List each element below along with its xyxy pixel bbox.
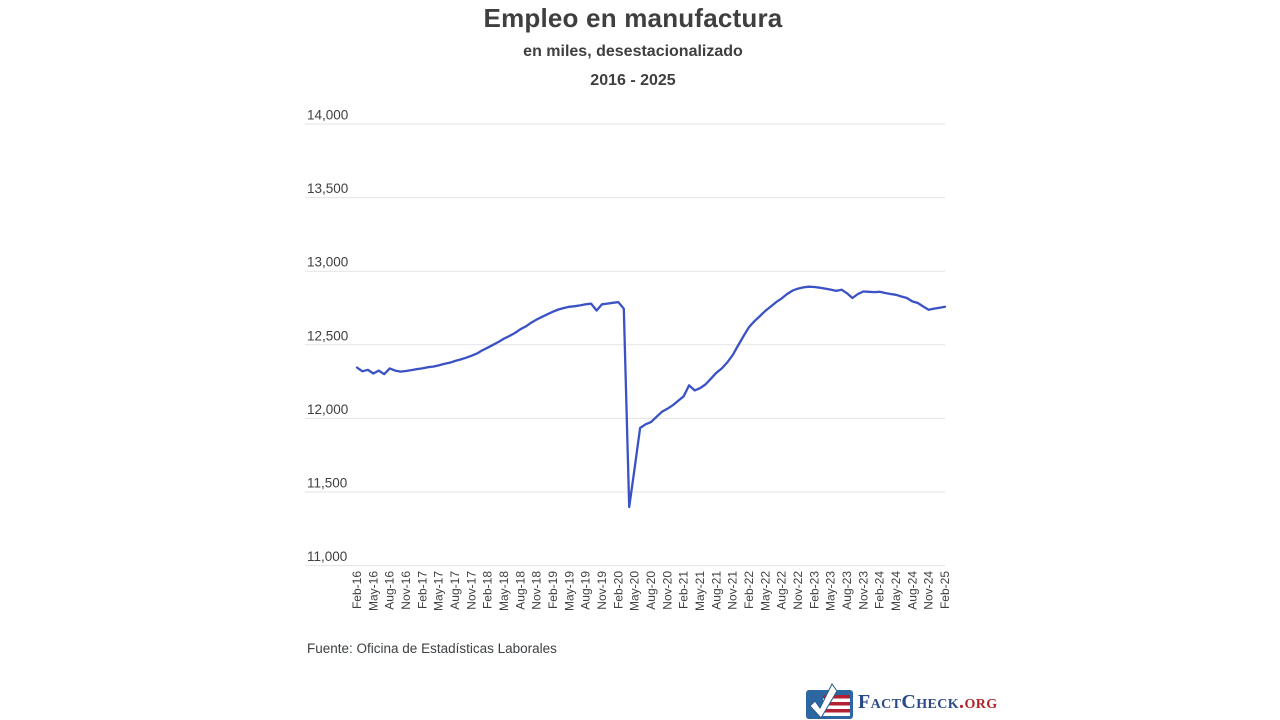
chart-subtitle: en miles, desestacionalizado [523,43,743,60]
y-axis-tick-label: 13,500 [307,181,348,196]
x-axis-tick-label: May-20 [628,571,642,611]
x-axis-tick-label: Aug-21 [709,571,723,610]
y-axis-tick-label: 11,500 [307,476,347,491]
x-axis-tick-label: Aug-16 [383,571,397,610]
logo-wordmark: FactCheck.org [858,692,998,712]
x-axis-tick-label: Feb-23 [807,571,821,609]
x-axis-tick-label: Aug-23 [840,571,854,610]
x-axis-tick-label: Aug-17 [448,571,462,610]
factcheck-logo: FactCheck.org [806,683,998,720]
x-axis-tick-label: Aug-22 [775,571,789,610]
x-axis-tick-label: May-24 [889,571,903,611]
x-axis-tick-label: Feb-19 [546,571,560,609]
x-axis-tick-label: Feb-20 [611,571,625,609]
chart-period: 2016 - 2025 [590,72,676,89]
y-axis-tick-label: 13,000 [307,255,348,270]
logo-brand: FactCheck [858,690,960,713]
x-axis-tick-label: Nov-18 [530,571,544,610]
x-axis-tick-label: May-19 [562,571,576,611]
x-axis-tick-label: Nov-21 [726,571,740,610]
x-axis-tick-label: Nov-19 [595,571,609,610]
check-flag-icon [806,683,853,719]
x-axis-tick-label: Aug-20 [644,571,658,610]
x-axis-tick-label: Nov-17 [464,571,478,610]
x-axis-tick-label: Feb-18 [481,571,495,609]
x-axis-tick-label: Aug-19 [579,571,593,610]
source-note: Fuente: Oficina de Estadísticas Laborale… [307,641,557,656]
y-axis-tick-label: 12,000 [307,402,348,417]
x-axis-tick-label: May-21 [693,571,707,611]
logo-tld: .org [959,690,998,713]
page-title: Empleo en manufactura [483,3,783,33]
chart-header: Empleo en manufactura en miles, desestac… [0,0,1266,90]
x-axis-tick-label: Nov-23 [856,571,870,610]
x-axis-tick-label: Feb-22 [742,571,756,609]
x-axis-tick-label: Nov-24 [922,571,936,610]
y-axis-tick-label: 12,500 [307,328,348,343]
x-axis-tick-label: Nov-16 [399,571,413,610]
x-axis-tick-label: May-23 [824,571,838,611]
employment-line-series [355,285,947,509]
x-axis-tick-label: Feb-16 [350,571,364,609]
x-axis-tick-label: Feb-25 [938,571,952,609]
y-axis-tick-label: 14,000 [307,108,348,123]
x-axis-tick-label: Aug-18 [513,571,527,610]
x-axis-tick-label: Nov-22 [791,571,805,610]
x-axis-tick-label: Feb-17 [415,571,429,609]
x-axis-tick-label: Feb-21 [677,571,691,609]
y-axis-tick-label: 11,000 [307,549,347,564]
x-axis-tick-label: May-17 [432,571,446,611]
x-axis-tick-label: Aug-24 [905,571,919,610]
x-axis-tick-label: Feb-24 [873,571,887,609]
x-axis-tick-label: May-16 [366,571,380,611]
x-axis-tick-label: Nov-20 [660,571,674,610]
x-axis-tick-label: May-18 [497,571,511,611]
x-axis-tick-label: May-22 [758,571,772,611]
